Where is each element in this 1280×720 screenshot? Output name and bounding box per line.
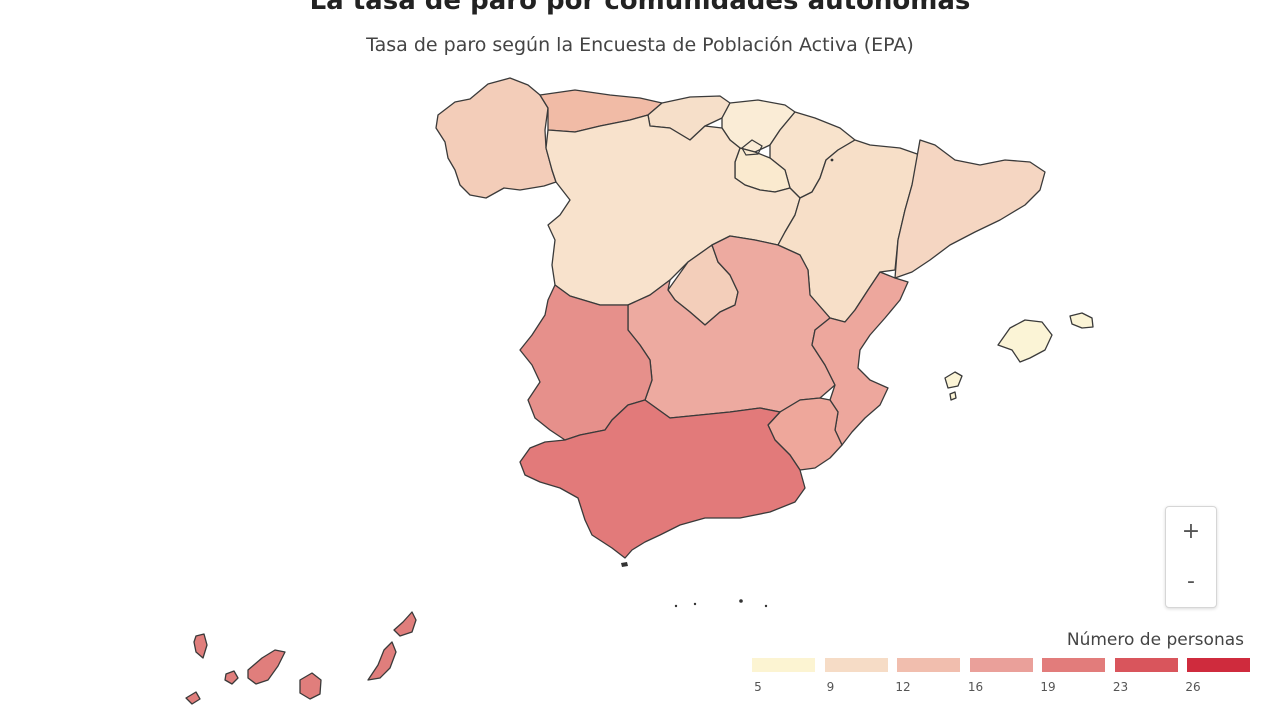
legend-swatch: [1042, 658, 1105, 672]
region-melilla: [739, 599, 743, 603]
region-fuerteventura[interactable]: Canarias: [367, 641, 397, 681]
chart-title: La tasa de paro por comunidades autónoma…: [309, 0, 971, 16]
region-lanzarote[interactable]: Canarias: [393, 611, 417, 637]
region-formentera[interactable]: Illes Balears: [949, 391, 957, 401]
region-la-gomera[interactable]: Canarias: [224, 670, 239, 685]
chart-subtitle: Tasa de paro según la Encuesta de Poblac…: [366, 34, 914, 56]
region-gran-canaria[interactable]: Canarias: [299, 672, 322, 700]
legend-swatch: [1187, 658, 1250, 672]
region-tenerife[interactable]: Canarias: [247, 649, 286, 685]
legend-swatch: [969, 658, 1033, 672]
region-cataluna[interactable]: Cataluña: [894, 139, 1046, 279]
region-la-palma[interactable]: Canarias: [193, 633, 208, 659]
islet-marker: [693, 602, 697, 606]
region-ceuta: [621, 562, 628, 567]
region-pais-vasco[interactable]: País Vasco: [721, 99, 796, 153]
enclave-treviño: [741, 139, 763, 156]
region-andalucia[interactable]: Andalucía: [519, 399, 806, 559]
legend-tick-label: 23: [1112, 680, 1129, 694]
region-mallorca[interactable]: Illes Balears: [997, 319, 1053, 363]
zoom-in-button[interactable]: +: [1181, 519, 1201, 544]
legend-tick-label: 16: [967, 680, 984, 694]
legend-tick-label: 26: [1185, 680, 1201, 694]
color-legend: 5 9 12 16 19 23 26: [752, 658, 1250, 698]
region-ibiza[interactable]: Illes Balears: [944, 371, 963, 389]
legend-swatch: [824, 658, 888, 672]
region-galicia[interactable]: Galicia: [435, 77, 557, 199]
islet-marker: [674, 604, 678, 608]
zoom-control: + -: [1165, 506, 1217, 608]
legend-title: Número de personas: [1066, 630, 1244, 650]
legend-tick-label: 5: [754, 680, 762, 694]
islet-marker: [764, 604, 768, 608]
islet-marker: [830, 158, 834, 162]
legend-tick-label: 12: [895, 680, 911, 694]
legend-swatch: [752, 658, 815, 672]
region-menorca[interactable]: Illes Balears: [1069, 312, 1094, 329]
region-el-hierro[interactable]: Canarias: [185, 691, 201, 705]
legend-tick-label: 19: [1040, 680, 1056, 694]
legend-tick-label: 9: [826, 680, 835, 694]
legend-swatch: [897, 658, 960, 672]
zoom-out-button[interactable]: -: [1187, 569, 1195, 594]
legend-swatch: [1114, 658, 1178, 672]
